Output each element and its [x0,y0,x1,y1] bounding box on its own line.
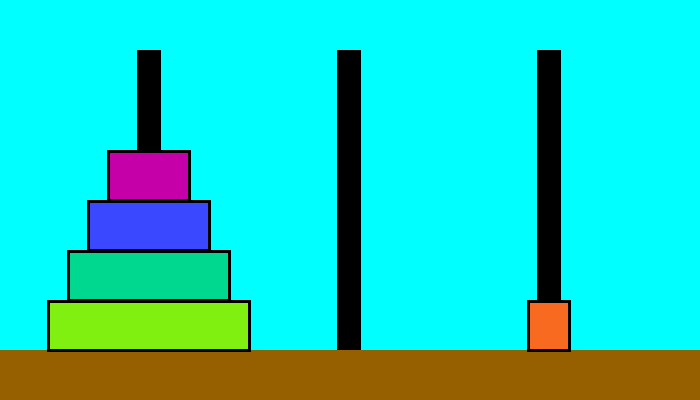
ground [0,350,700,400]
disk-size-3[interactable] [87,200,211,252]
disk-size-1[interactable] [527,300,571,352]
disk-size-4[interactable] [67,250,231,302]
disk-size-2[interactable] [107,150,191,202]
disk-size-5[interactable] [47,300,251,352]
peg-middle[interactable] [337,50,361,350]
